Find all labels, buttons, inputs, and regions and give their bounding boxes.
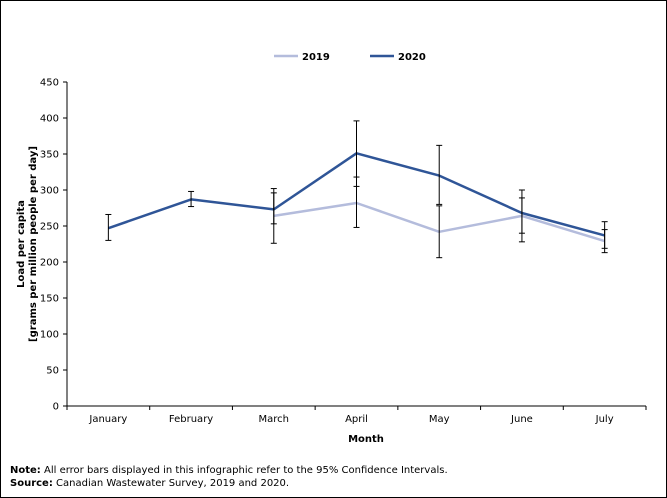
error-bar-2020 (518, 189, 525, 243)
error-bar-2020 (105, 213, 112, 241)
x-tick-label: January (88, 414, 127, 425)
y-tick-label: 350 (40, 150, 59, 161)
error-bar-2020 (270, 192, 277, 225)
source-line: Source: Canadian Wastewater Survey, 2019… (10, 477, 448, 490)
error-bar-2020 (353, 120, 360, 187)
x-axis-title: Month (348, 434, 384, 445)
y-tick-label: 450 (40, 78, 59, 89)
note-line: Note: All error bars displayed in this i… (10, 464, 448, 477)
plot-area (105, 120, 608, 259)
legend-label: 2020 (398, 52, 426, 63)
y-tick-label: 0 (53, 402, 59, 413)
legend-item-2019: 2019 (274, 52, 330, 63)
y-axis-title-line1: Load per capita (16, 200, 27, 288)
x-tick-label: May (429, 414, 450, 425)
x-tick-label: June (510, 414, 533, 425)
x-axis: January February March April May June July (66, 405, 647, 425)
legend-label: 2019 (302, 52, 330, 63)
y-tick-label: 400 (40, 114, 59, 125)
error-bar-2020 (188, 190, 195, 208)
error-bar-2020 (436, 144, 443, 205)
note-label: Note: (10, 465, 41, 476)
y-tick-label: 50 (46, 366, 59, 377)
source-label: Source: (10, 478, 53, 489)
error-bar-2019 (436, 205, 443, 259)
legend: 2019 2020 (274, 52, 426, 63)
x-tick-label: April (345, 414, 368, 425)
y-tick-label: 300 (40, 186, 59, 197)
x-tick-label: March (259, 414, 289, 425)
notes: Note: All error bars displayed in this i… (10, 464, 448, 490)
y-axis-title: Load per capita [grams per million peopl… (16, 146, 39, 342)
x-tick-label: July (595, 414, 614, 425)
y-tick-label: 200 (40, 258, 59, 269)
y-tick-label: 250 (40, 222, 59, 233)
y-axis: 0 50 100 150 200 250 300 350 400 450 (40, 78, 68, 413)
y-tick-label: 100 (40, 330, 59, 341)
y-tick-label: 150 (40, 294, 59, 305)
legend-item-2020: 2020 (370, 52, 426, 63)
x-tick-label: February (169, 414, 213, 425)
y-axis-title-line2: [grams per million people per day] (28, 146, 39, 342)
source-text: Canadian Wastewater Survey, 2019 and 202… (52, 478, 290, 489)
error-bar-2020 (601, 221, 608, 249)
note-text: All error bars displayed in this infogra… (40, 465, 448, 476)
